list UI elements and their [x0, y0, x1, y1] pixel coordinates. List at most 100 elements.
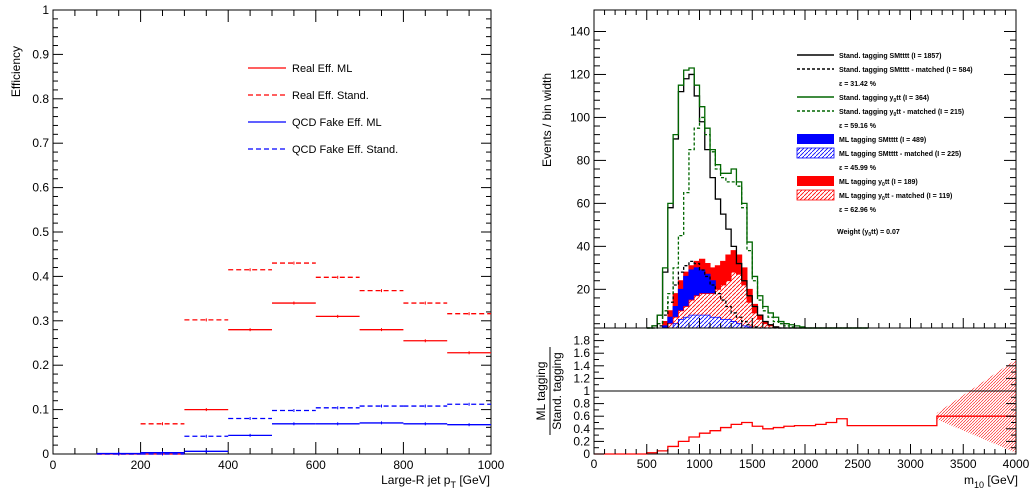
rb-y-tick-label: 0.2: [573, 434, 590, 448]
right-bottom-y-ticks: 00.20.40.60.811.21.41.61.8: [573, 334, 1016, 461]
efficiency-series: [96, 261, 491, 456]
rb-x-tick-label: 3500: [950, 457, 977, 471]
right-mass-distribution-chart: 20 40 60 80 100 120 140 Events / bin width Sta…: [540, 9, 1017, 329]
legend-label-main: ML tagging y: [839, 193, 882, 200]
legend-label-main: Stand. tagging y: [839, 109, 894, 116]
rb-y-tick-label: 0.4: [573, 422, 590, 436]
right-top-plot-frame: [593, 9, 1017, 329]
legend-entry-label: QCD Fake Eff. Stand.: [292, 144, 398, 156]
legend-label-main: ε = 45.99 %: [839, 165, 877, 172]
left-series: [96, 261, 491, 456]
right-top-y-ticks: 20 40 60 80 100 120 140: [570, 24, 1016, 329]
left-plot-frame: [52, 9, 492, 455]
rt-y-tick-label: 40: [577, 239, 591, 253]
legend-label-main: ML tagging SMtttt (I = 489): [839, 137, 926, 144]
rb-y-tick-label: 1.4: [573, 359, 590, 373]
legend-label-tail: tt - matched (I = 215): [896, 109, 964, 116]
legend-label-main: ε = 62.96 %: [839, 207, 877, 214]
legend-entry-label: Stand. tagging y0tt - matched (I = 215): [839, 109, 964, 118]
rb-x-tick-label: 1500: [739, 457, 766, 471]
left-y-tick-label: 0.7: [32, 136, 49, 150]
weight-label: Weight (y0tt) = 0.07: [837, 229, 900, 238]
rb-x-tick-label: 2000: [792, 457, 819, 471]
legend-entry-label: ε = 59.16 %: [839, 123, 877, 130]
ratio-error-band: [936, 359, 1016, 453]
legend-label-sub: 0: [893, 112, 896, 118]
rb-y-tick-label: 1.6: [573, 346, 590, 360]
legend-label-main: ML tagging y: [839, 179, 882, 186]
left-x-ticks: 0 200 400 600 800 1000: [50, 10, 505, 472]
left-x-tick-label: 0: [50, 458, 57, 472]
left-y-tick-label: 0.3: [32, 314, 49, 328]
right-top-histograms: [646, 67, 869, 329]
left-y-tick-label: 0: [42, 447, 49, 461]
left-x-tick-label: 200: [131, 458, 151, 472]
left-y-tick-label: 0.8: [32, 92, 49, 106]
ratio-series: [594, 415, 1016, 455]
legend-box-marker: [797, 134, 834, 144]
legend-label-sub: 0: [882, 182, 885, 188]
left-y-tick-label: 0.6: [32, 181, 49, 195]
left-y-tick-label: 1: [42, 3, 49, 17]
left-x-tick-label: 600: [306, 458, 326, 472]
left-y-tick-label: 0.1: [32, 403, 49, 417]
legend-label-main: Stand. tagging y: [839, 95, 894, 102]
legend-entry-label: ML tagging SMtttt - matched (I = 225): [839, 151, 961, 158]
legend-entry-label: ε = 31.42 %: [839, 81, 877, 88]
legend-label-main: ε = 59.16 %: [839, 123, 877, 130]
right-top-x-ticks: [593, 10, 1017, 328]
legend-label-tail: tt (I = 189): [885, 179, 918, 186]
legend-label-main: Stand. tagging SMtttt (I = 1857): [839, 53, 941, 60]
right-top-legend: Stand. tagging SMtttt (I = 1857) Stand. t…: [796, 53, 973, 214]
rb-y-tick-label: 0.8: [573, 397, 590, 411]
legend-entry-label: Stand. tagging SMtttt (I = 1857): [839, 53, 941, 60]
left-y-tick-label: 0.5: [32, 225, 49, 239]
histogram-line: [646, 67, 869, 329]
legend-label-main: Stand. tagging SMtttt - matched (I = 584…: [839, 67, 973, 74]
left-x-tick-label: 400: [218, 458, 238, 472]
ratio-ylabel-numerator: ML tagging: [534, 362, 548, 421]
legend-entry-label: Stand. tagging SMtttt - matched (I = 584…: [839, 67, 973, 74]
legend-label-sub: 0: [893, 98, 896, 104]
legend-box-marker: [797, 176, 834, 186]
legend-hatch-marker: [796, 147, 835, 159]
ratio-line: [594, 415, 1016, 455]
legend-hatch-marker: [796, 189, 835, 201]
left-y-tick-label: 0.9: [32, 47, 49, 61]
ratio-ylabel-denominator: Stand. tagging: [550, 352, 564, 429]
legend-label-tail: tt (I = 364): [896, 95, 929, 102]
rt-y-tick-label: 60: [577, 196, 591, 210]
rb-y-tick-label: 0.6: [573, 409, 590, 423]
right-ratio-chart: 00.20.40.60.811.21.41.61.8 0 500 1000 1500 2…: [534, 327, 1030, 490]
legend-entry-label: ML tagging SMtttt (I = 489): [839, 137, 926, 144]
left-y-tick-label: 0.2: [32, 358, 49, 372]
right-x-axis-label: m10 [GeV]: [964, 473, 1018, 490]
legend-entry-label: Stand. tagging y0tt (I = 364): [839, 95, 929, 104]
rb-y-tick-label: 1.8: [573, 334, 590, 348]
left-y-ticks: 0 0.1 0.2 0.3 0.4 0.5 0.6 0.7 0.8 0.9 1: [32, 3, 491, 461]
rb-y-tick-label: 1.2: [573, 371, 590, 385]
legend-label-sub: 0: [882, 196, 885, 202]
legend-entry-label: Real Eff. ML: [292, 63, 352, 75]
rb-y-tick-label: 0: [583, 447, 590, 461]
rb-x-tick-label: 0: [591, 457, 598, 471]
legend-entry-label: Real Eff. Stand.: [292, 90, 369, 102]
legend-label-tail: tt - matched (I = 119): [885, 193, 953, 200]
rt-y-tick-label: 120: [570, 67, 590, 81]
rb-x-tick-label: 2500: [844, 457, 871, 471]
rt-y-tick-label: 20: [577, 282, 591, 296]
left-x-tick-label: 1000: [478, 458, 505, 472]
legend-entry-label: ε = 45.99 %: [839, 165, 877, 172]
rt-y-tick-label: 80: [577, 153, 591, 167]
efficiency-series: [96, 301, 491, 456]
right-top-y-axis-label: Events / bin width: [540, 73, 554, 167]
legend-entry-label: ε = 62.96 %: [839, 207, 877, 214]
legend-entry-label: ML tagging y0tt - matched (I = 119): [839, 193, 952, 202]
legend-entry-label: QCD Fake Eff. ML: [292, 117, 382, 129]
efficiency-series: [96, 402, 491, 456]
left-x-tick-label: 800: [393, 458, 413, 472]
rb-x-tick-label: 3000: [897, 457, 924, 471]
rt-y-tick-label: 140: [570, 24, 590, 38]
left-x-axis-label: Large-R jet pT [GeV]: [381, 473, 490, 490]
